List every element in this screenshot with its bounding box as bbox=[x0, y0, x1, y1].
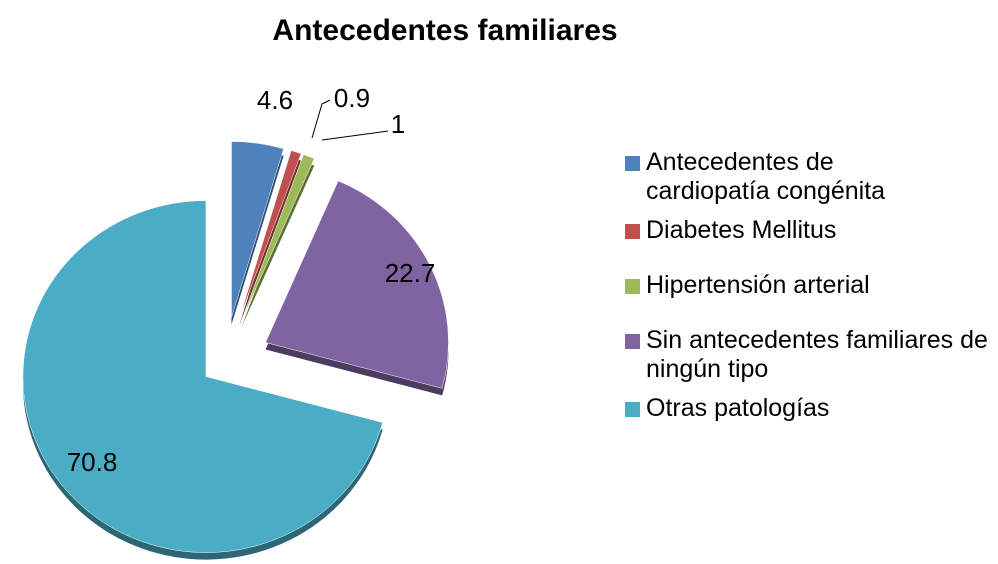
legend-item: Hipertensión arterial bbox=[625, 271, 995, 300]
legend-item: Antecedentes de cardiopatía congénita bbox=[625, 148, 995, 206]
slice bbox=[265, 180, 449, 389]
slice bbox=[231, 141, 284, 318]
legend: Antecedentes de cardiopatía congénita Dia… bbox=[625, 148, 995, 423]
legend-label: Sin antecedentes familiares de ningún ti… bbox=[646, 326, 988, 383]
legend-item: Sin antecedentes familiares de ningún ti… bbox=[625, 326, 995, 384]
data-label: 22.7 bbox=[385, 258, 436, 288]
legend-swatch bbox=[625, 224, 640, 239]
legend-label: Otras patologías bbox=[646, 394, 830, 422]
slice bbox=[22, 200, 383, 553]
slice-side bbox=[239, 157, 302, 327]
legend-label: Diabetes Mellitus bbox=[646, 216, 837, 244]
data-label: 70.8 bbox=[67, 447, 118, 477]
legend-swatch bbox=[625, 402, 640, 417]
data-label: 4.6 bbox=[257, 85, 293, 115]
legend-swatch bbox=[625, 279, 640, 294]
slice bbox=[241, 154, 315, 321]
legend-label: Antecedentes de cardiopatía congénita bbox=[646, 148, 886, 205]
leader-line bbox=[321, 130, 389, 141]
legend-label: Hipertensión arterial bbox=[646, 271, 870, 299]
legend-swatch bbox=[625, 156, 640, 171]
data-label: 1 bbox=[391, 109, 405, 139]
leader-line bbox=[311, 99, 331, 139]
legend-item: Diabetes Mellitus bbox=[625, 216, 995, 245]
slice bbox=[238, 150, 302, 320]
slice-side bbox=[241, 161, 315, 328]
data-label: 0.9 bbox=[334, 83, 370, 113]
legend-item: Otras patologías bbox=[625, 394, 995, 423]
chart-title: Antecedentes familiares bbox=[272, 14, 617, 47]
legend-swatch bbox=[625, 334, 640, 349]
